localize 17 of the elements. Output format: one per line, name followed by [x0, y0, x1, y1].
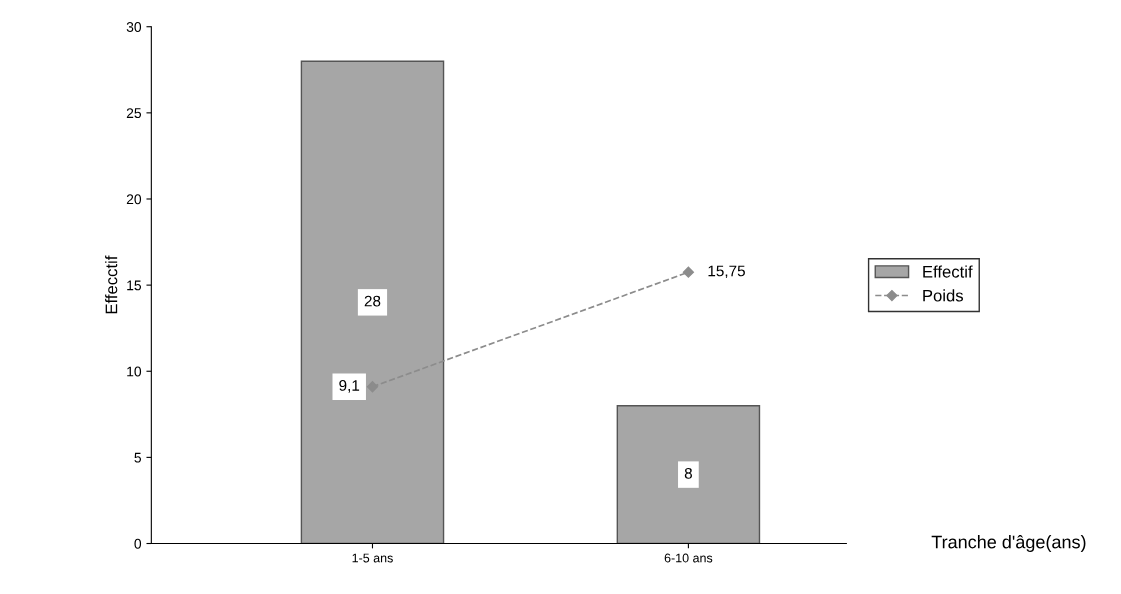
y-tick-label: 0	[134, 538, 142, 549]
x-axis-title: Tranche d'âge(ans)	[931, 535, 1086, 552]
legend-label: Poids	[923, 289, 964, 302]
y-axis-title: Effecctif	[105, 255, 118, 314]
y-tick-label: 5	[134, 452, 142, 463]
data-label: 9,1	[339, 380, 360, 393]
data-label: 15,75	[708, 265, 745, 279]
y-tick-label: 30	[126, 22, 142, 32]
y-tick-label: 10	[127, 366, 142, 377]
data-label: 28	[364, 295, 381, 307]
y-tick-label: 25	[126, 108, 142, 119]
data-label: 8	[684, 467, 692, 479]
y-tick-label: 20	[126, 194, 142, 205]
y-tick-label: 15	[127, 280, 142, 291]
x-tick-label: 1-5 ans	[352, 553, 393, 563]
x-tick-label: 6-10 ans	[664, 553, 713, 563]
legend-label: Effectif	[923, 265, 973, 278]
